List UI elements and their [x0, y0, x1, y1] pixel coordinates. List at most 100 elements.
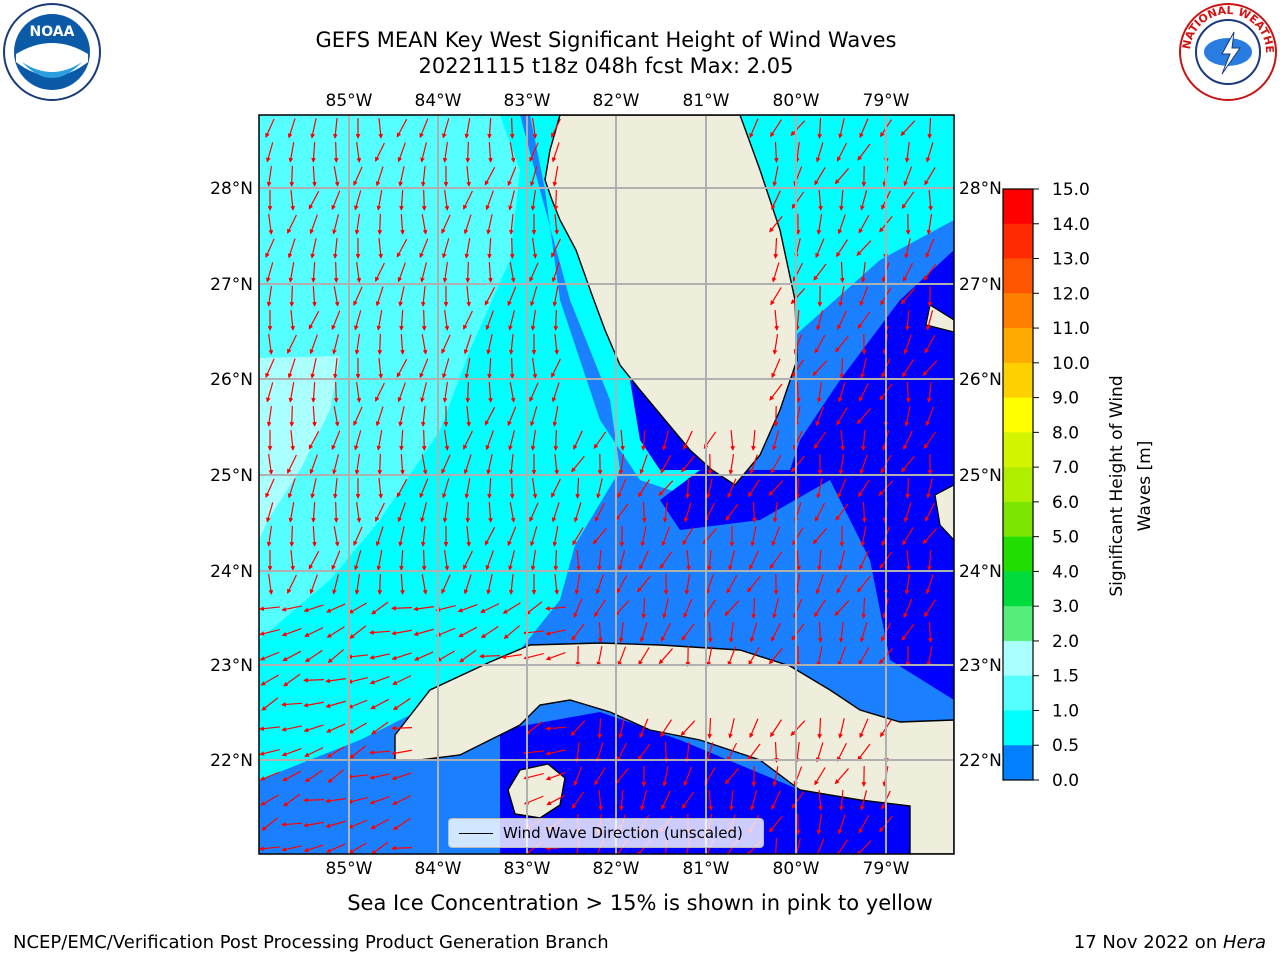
lon-tick-bottom: 85°W: [326, 859, 373, 879]
wave-arrow: [502, 602, 521, 614]
wave-arrow: [466, 285, 472, 307]
wave-arrow: [435, 627, 456, 637]
wave-arrow: [441, 478, 450, 499]
colorbar-swatch: [1003, 675, 1033, 711]
wave-arrow: [441, 334, 451, 355]
wave-arrow: [266, 286, 272, 307]
wave-arrow: [792, 359, 804, 378]
wave-arrow: [508, 310, 516, 331]
wave-arrow: [838, 286, 845, 307]
wave-arrow: [552, 526, 559, 547]
wave-arrow: [289, 525, 295, 547]
wave-arrow: [529, 286, 538, 307]
wave-arrow: [551, 142, 560, 163]
wave-arrow: [551, 118, 561, 138]
wave-arrow: [303, 821, 324, 828]
wave-arrow: [466, 525, 472, 547]
wave-arrow: [747, 575, 761, 593]
wave-arrow: [259, 771, 280, 781]
wave-arrow: [289, 405, 295, 427]
wave-arrow: [532, 478, 538, 499]
wave-arrow: [858, 214, 870, 234]
wave-arrow: [594, 502, 606, 522]
wave-arrow: [259, 726, 281, 732]
wave-arrow: [529, 526, 538, 547]
wave-arrow: [480, 625, 499, 639]
wave-arrow: [858, 647, 870, 666]
wave-arrow: [260, 674, 279, 686]
wave-arrow: [905, 477, 911, 499]
wave-arrow: [288, 502, 295, 523]
wave-arrow: [420, 382, 428, 403]
wave-arrow: [485, 550, 494, 571]
wave-arrow: [421, 334, 428, 355]
wave-arrow: [837, 310, 847, 330]
legend-line-icon: [459, 832, 493, 834]
wave-arrow: [375, 262, 385, 282]
wave-arrow: [900, 288, 916, 305]
wave-arrow: [312, 165, 317, 187]
wave-arrow: [290, 429, 296, 451]
date-stamp: 17 Nov 2022 on Hera: [1074, 932, 1266, 953]
wave-arrow: [640, 790, 648, 811]
wave-arrow: [597, 549, 602, 571]
wave-arrow: [303, 701, 324, 708]
wave-arrow: [311, 261, 316, 283]
wave-arrow: [304, 769, 323, 783]
wave-arrow: [484, 166, 496, 186]
wave-arrow: [658, 480, 674, 497]
wave-arrow: [817, 117, 823, 139]
wave-arrow: [260, 794, 279, 806]
wave-arrow: [325, 820, 346, 829]
wave-arrow: [287, 358, 296, 379]
wave-arrow: [509, 262, 516, 283]
wave-arrow: [309, 334, 318, 355]
lat-tick-right: 22°N: [959, 751, 1002, 771]
wave-arrow: [391, 749, 412, 756]
wave-arrow: [818, 789, 823, 811]
wave-arrow: [545, 629, 566, 636]
wave-arrow: [553, 189, 559, 211]
wave-arrow: [728, 550, 736, 571]
wave-arrow: [683, 430, 693, 450]
wave-arrow: [923, 263, 937, 281]
wave-arrow: [376, 430, 383, 451]
wave-arrow: [356, 262, 362, 283]
wave-arrow: [617, 646, 627, 667]
wave-arrow: [484, 526, 496, 546]
wave-arrow: [817, 621, 823, 643]
wave-arrow: [902, 527, 914, 546]
wave-arrow: [375, 526, 384, 547]
wave-arrow: [444, 310, 450, 331]
wave-arrow: [571, 623, 585, 641]
wave-arrow: [837, 478, 847, 499]
colorbar-tick-label: 0.0: [1052, 771, 1079, 791]
wave-arrow: [814, 599, 826, 618]
wave-arrow: [332, 237, 338, 259]
wave-arrow: [287, 478, 296, 499]
wave-arrow: [420, 285, 426, 307]
wave-arrow: [484, 286, 496, 306]
wave-arrow: [421, 454, 428, 475]
colorbar-swatch: [1003, 258, 1033, 294]
wave-arrow: [282, 650, 302, 662]
wave-arrow: [925, 238, 935, 259]
wave-arrow: [818, 189, 823, 211]
wave-arrow: [281, 725, 302, 732]
wave-arrow: [369, 653, 390, 660]
sea-ice-note: Sea Ice Concentration > 15% is shown in …: [347, 891, 933, 915]
wave-arrow: [681, 455, 695, 473]
wave-arrow: [794, 838, 801, 854]
wave-arrow: [283, 793, 301, 807]
host-text: Hera: [1222, 932, 1266, 953]
wave-arrow: [259, 606, 281, 612]
wave-arrow: [353, 310, 362, 331]
wave-arrow: [281, 628, 302, 637]
wave-arrow: [400, 213, 405, 235]
wave-arrow: [487, 357, 492, 379]
wave-arrow: [791, 191, 805, 209]
colorbar-swatch: [1003, 710, 1033, 746]
nws-logo-icon: NATIONAL WEATHER SERVICE: [1178, 2, 1277, 101]
wave-arrow: [663, 741, 669, 763]
colorbar-tick-label: 8.0: [1052, 423, 1079, 443]
